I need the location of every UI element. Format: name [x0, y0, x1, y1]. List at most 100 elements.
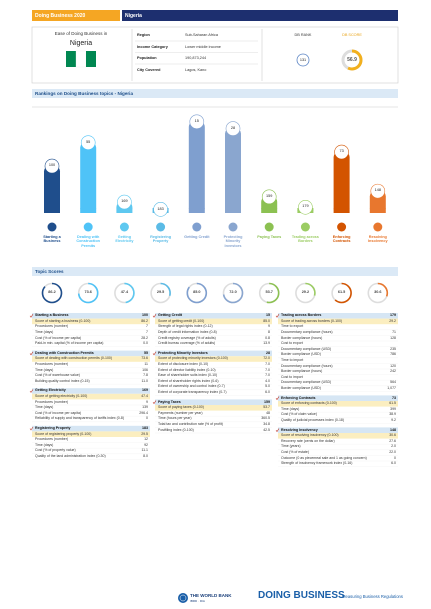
row-label: Score of dealing with construction permi… — [35, 356, 113, 361]
row-value: 42.5 — [263, 427, 270, 432]
value-badge — [334, 144, 349, 160]
category-label: Resolving Insolvency — [367, 235, 388, 244]
row-value: 7.0 — [265, 367, 270, 372]
value-badge — [153, 202, 168, 217]
topic-icon — [156, 222, 166, 232]
row-value: 13.9 — [263, 341, 270, 346]
category-label: Dealing with Construction Permits — [76, 235, 100, 248]
table-title: Starting a Business — [35, 313, 69, 318]
row-value: 22.0 — [389, 450, 396, 454]
value-label: 183 — [157, 206, 164, 211]
table-rank: 148 — [390, 427, 396, 432]
gauge-arc — [331, 282, 352, 304]
gauge-arc — [258, 282, 280, 304]
row-label: Score of protecting minority investors (… — [158, 356, 228, 361]
row-label: Extent of corporate transparency index (… — [158, 390, 227, 394]
value-badge — [44, 158, 60, 174]
bar-base — [369, 208, 386, 213]
fact-label: City Covered — [137, 67, 161, 72]
score-row — [155, 356, 272, 362]
value-label: 73 — [339, 149, 344, 154]
check — [275, 396, 280, 401]
section-band — [32, 267, 398, 276]
row-label: Postfiling index (0-100) — [158, 427, 194, 432]
footer-tagline: Measuring Business Regulations — [342, 594, 403, 599]
row-label: Credit bureau coverage (% of adults) — [158, 341, 216, 346]
category-label: Starting a Business — [43, 235, 61, 244]
fact-label: Population — [137, 56, 157, 60]
category-label: Protecting Minority Investors — [223, 235, 243, 248]
gauge-arc — [367, 282, 389, 304]
row-label: Score of getting electricity (0-100) — [35, 394, 88, 398]
row-label: Reliability of supply and transparency o… — [35, 416, 125, 421]
footer-brand: DOING BUSINESS — [258, 590, 345, 601]
bar-base — [44, 208, 60, 213]
row-value: 128 — [390, 335, 396, 340]
score-row — [278, 318, 398, 325]
category-label: Getting Electricity — [115, 235, 134, 244]
row-value: 7.0 — [265, 373, 270, 378]
table-title: Getting Credit — [158, 313, 182, 318]
gauge-arc — [341, 49, 363, 71]
row-value: 28.2 — [141, 335, 148, 340]
row-label: Time (years) — [281, 444, 301, 449]
row-label: Strength of legal rights index (0-12) — [158, 324, 213, 329]
score-row — [155, 405, 272, 411]
row-label: Extent of disclosure index (0-10) — [158, 362, 209, 366]
row-label: Score of registering property (0-100) — [35, 431, 92, 436]
row-value: 2.0 — [391, 444, 396, 449]
row-label: Payments (number per year) — [158, 410, 203, 415]
value-badge — [225, 121, 241, 136]
row-label: Cost (% of income per capita) — [35, 335, 82, 340]
row-label: Documentary compliance (hours) — [281, 330, 333, 334]
table-title: Getting Electricity — [35, 388, 66, 393]
topic-icon — [264, 222, 274, 232]
row-label: Score of enforcing contracts (0-100) — [281, 401, 337, 406]
value-label: 169 — [121, 199, 128, 204]
globe — [179, 594, 187, 602]
table-rank: 55 — [144, 350, 148, 355]
check — [275, 428, 280, 433]
row-value: 72.0 — [263, 356, 270, 361]
row-label: Border compliance (hours) — [281, 369, 323, 374]
value-label: 55 — [86, 139, 91, 144]
row-label: Recovery rate (cents on the dollar) — [281, 438, 335, 443]
bar — [44, 166, 60, 213]
bar — [188, 121, 205, 213]
check — [29, 314, 34, 318]
score-label: 72.0 — [229, 290, 237, 295]
row-value: 1,077 — [387, 386, 396, 390]
row-label: Cost (% of warehouse value) — [35, 373, 80, 378]
row-label: Cost to export — [281, 341, 303, 346]
check — [275, 314, 280, 318]
row-value: 7 — [146, 324, 148, 329]
row-label: Time (days) — [35, 405, 54, 410]
value-badge — [298, 199, 313, 215]
row-value: 92 — [144, 442, 148, 447]
row-label: Paid-in min. capital (% of income per ca… — [35, 341, 104, 346]
footer-org: THE WORLD BANK — [190, 593, 232, 598]
bar-base — [261, 208, 278, 213]
fact-value: Lagos, Kano — [185, 67, 207, 72]
footer-org-sub: IBRD · IDA — [190, 599, 205, 603]
row-label: Score of paying taxes (0-100) — [158, 405, 204, 410]
score-label: 86.2 — [48, 290, 56, 295]
check — [29, 389, 34, 393]
topic-icon — [47, 222, 57, 232]
value-badge — [80, 135, 96, 150]
fact-value: 190,873,244 — [185, 56, 207, 60]
value-badge — [370, 183, 386, 199]
row-label: Procedures (number) — [35, 399, 69, 404]
value-badge — [117, 194, 132, 210]
gauge-arc — [150, 282, 171, 304]
row-value: 9 — [268, 324, 270, 329]
row-label: Border compliance (USD) — [281, 386, 321, 390]
row-value: 30.6 — [389, 433, 396, 438]
row-label: Border compliance (USD) — [281, 352, 321, 357]
flag — [75, 50, 87, 68]
score-label: 47.4 — [120, 290, 129, 295]
row-value: 71 — [392, 330, 396, 334]
row-value: 0 — [394, 455, 396, 460]
gauge-arc — [41, 282, 63, 304]
row-value: 85.0 — [263, 318, 270, 323]
